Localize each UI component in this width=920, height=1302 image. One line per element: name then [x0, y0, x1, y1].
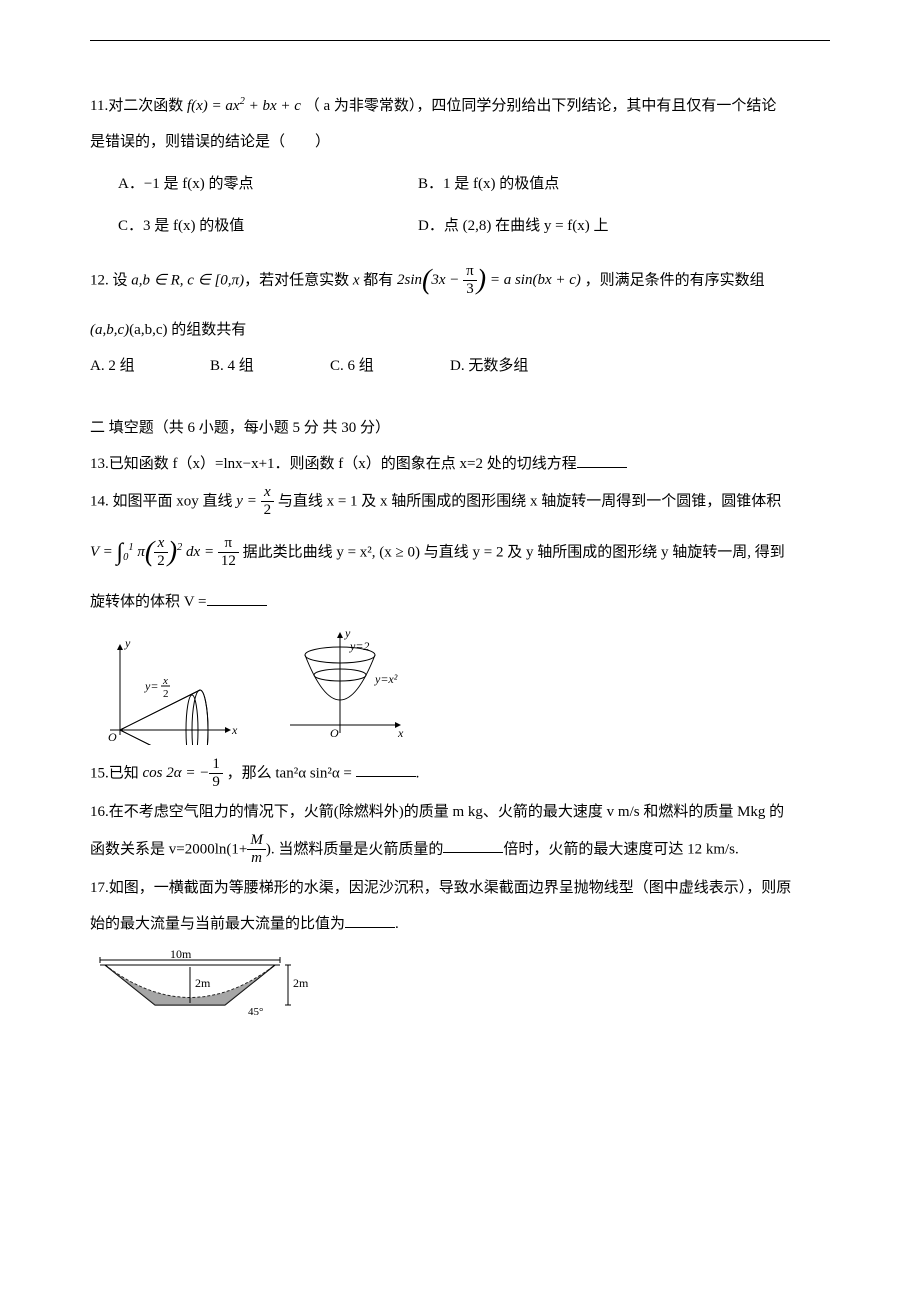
q12-eq: 2sin(3x − π3) = a sin(bx + c) [397, 272, 581, 288]
q14-blank [207, 590, 267, 606]
svg-text:x: x [162, 675, 168, 687]
q11-optB: B．1 是 f(x) 的极值点 [418, 169, 718, 199]
q14-line2: V = ∫01 π(x2)2 dx = π12 据此类比曲线 y = x², (… [90, 525, 830, 581]
q12-optB: B. 4 组 [210, 351, 330, 381]
svg-text:y: y [344, 626, 351, 640]
q11-stem-line1: 11.对二次函数 f(x) = ax2 + bx + c （ a 为非零常数），… [90, 91, 830, 121]
q14-integral: V = ∫01 π(x2)2 dx = π12 [90, 544, 243, 560]
fig-trapezoid: 10m 2m 2m 45° [90, 945, 310, 1025]
q11-stem-line2: 是错误的，则错误的结论是（ ） [90, 127, 830, 157]
q12-optA: A. 2 组 [90, 351, 210, 381]
q12-stem-line1: 12. 设 a,b ∈ R, c ∈ [0,π)，若对任意实数 x 都有 2si… [90, 253, 830, 309]
svg-text:O: O [330, 726, 339, 740]
q13-blank [577, 452, 627, 468]
q15-blank [356, 761, 416, 777]
q12-stem-a: 12. 设 a,b ∈ R, c ∈ [0,π)，若对任意实数 x 都有 [90, 272, 397, 288]
q12-stem-line2: (a,b,c)(a,b,c) 的组数共有 [90, 315, 830, 345]
q12-optC: C. 6 组 [330, 351, 450, 381]
q14-line1: 14. 如图平面 xoy 直线 y = x2 与直线 x = 1 及 x 轴所围… [90, 485, 830, 519]
q17-line2: 始的最大流量与当前最大流量的比值为. [90, 909, 830, 939]
q14-line3: 旋转体的体积 V = [90, 587, 830, 617]
q15: 15.已知 cos 2α = −19 ，那么 tan²α sin²α = . [90, 757, 830, 791]
svg-text:x: x [231, 723, 238, 737]
svg-text:2m: 2m [195, 976, 211, 990]
q14-figures: y x O y= x 2 x=1 y x O y=2 y=x² [90, 625, 830, 745]
q11-options: A．−1 是 f(x) 的零点 B．1 是 f(x) 的极值点 C．3 是 f(… [118, 163, 830, 247]
q16-line2: 函数关系是 v=2000ln(1+Mm). 当燃料质量是火箭质量的倍时，火箭的最… [90, 833, 830, 867]
svg-text:x: x [397, 726, 404, 740]
q17-line1: 17.如图，一横截面为等腰梯形的水渠，因泥沙沉积，导致水渠截面边界呈抛物线型（图… [90, 873, 830, 903]
svg-text:y=: y= [144, 679, 158, 693]
q16-blank [443, 837, 503, 853]
svg-text:y=2: y=2 [349, 639, 369, 653]
q17-blank [345, 912, 395, 928]
q12-optD: D. 无数多组 [450, 351, 570, 381]
svg-text:45°: 45° [248, 1006, 263, 1018]
q12-options: A. 2 组 B. 4 组 C. 6 组 D. 无数多组 [90, 351, 830, 381]
q12-stem-b: ，则满足条件的有序实数组 [585, 272, 765, 288]
svg-text:y: y [124, 636, 131, 650]
q11-optD: D．点 (2,8) 在曲线 y = f(x) 上 [418, 211, 718, 241]
section2-heading: 二 填空题（共 6 小题，每小题 5 分 共 30 分） [90, 413, 830, 443]
top-rule [90, 40, 830, 41]
fig-cone: y x O y= x 2 x=1 [90, 635, 240, 745]
q11-stem-b: （ a 为非零常数），四位同学分别给出下列结论，其中有且仅有一个结论 [305, 98, 777, 114]
q11-optC: C．3 是 f(x) 的极值 [118, 211, 418, 241]
svg-text:2: 2 [163, 688, 169, 700]
svg-text:y=x²: y=x² [374, 672, 398, 686]
q11-formula: f(x) = ax2 + bx + c [187, 98, 301, 114]
q11-stem-a: 11.对二次函数 [90, 98, 187, 114]
fig-paraboloid: y x O y=2 y=x² [280, 625, 410, 745]
svg-text:2m: 2m [293, 976, 309, 990]
q11-optA: A．−1 是 f(x) 的零点 [118, 169, 418, 199]
svg-text:10m: 10m [170, 947, 192, 961]
svg-text:O: O [108, 730, 117, 744]
q16-line1: 16.在不考虑空气阻力的情况下，火箭(除燃料外)的质量 m kg、火箭的最大速度… [90, 797, 830, 827]
q13: 13.已知函数 f（x）=lnx−x+1．则函数 f（x）的图象在点 x=2 处… [90, 449, 830, 479]
